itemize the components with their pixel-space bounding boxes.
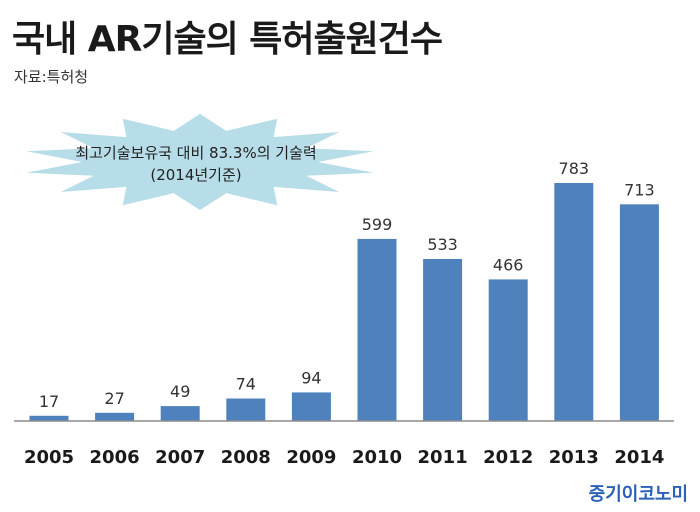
callout-text-line1: 최고기술보유국 대비 83.3%의 기술력 (75, 144, 316, 162)
starburst-callout (26, 113, 374, 211)
bar-2010 (357, 238, 397, 421)
bar-2006 (95, 412, 135, 421)
bar-2013 (554, 183, 594, 421)
bar-2012 (488, 279, 528, 421)
data-label-2012: 466 (493, 255, 524, 274)
data-label-2005: 17 (39, 392, 59, 411)
data-label-2010: 599 (362, 215, 393, 234)
bar-2009 (291, 392, 331, 421)
bar-2005 (29, 415, 69, 421)
data-label-2013: 783 (559, 159, 590, 178)
tick-label-2009: 2009 (286, 447, 336, 468)
bar-series: 17 27 49 74 94 599 533 466 783 713 (29, 159, 659, 421)
chart-title: 국내 AR기술의 특허출원건수 (12, 19, 443, 60)
tick-label-2008: 2008 (221, 447, 271, 468)
x-axis-ticks: 2005 2006 2007 2008 2009 2010 2011 2012 2013 2014 (24, 447, 665, 468)
bar-2007 (160, 406, 200, 421)
data-label-2014: 713 (624, 180, 655, 199)
tick-label-2005: 2005 (24, 447, 74, 468)
tick-label-2013: 2013 (549, 447, 599, 468)
source-note: 자료:특허청 (14, 68, 89, 86)
callout-text-line2: (2014년기준) (150, 166, 241, 184)
data-label-2008: 74 (236, 375, 256, 394)
tick-label-2011: 2011 (418, 447, 468, 468)
publisher-credit: 중기이코노미 (588, 484, 688, 505)
data-label-2007: 49 (170, 382, 190, 401)
tick-label-2014: 2014 (614, 447, 664, 468)
bar-2011 (423, 259, 463, 421)
bar-2008 (226, 398, 266, 421)
tick-label-2010: 2010 (352, 447, 402, 468)
tick-label-2012: 2012 (483, 447, 533, 468)
data-label-2006: 27 (104, 389, 124, 408)
tick-label-2006: 2006 (90, 447, 140, 468)
data-label-2011: 533 (427, 235, 458, 254)
bar-2014 (619, 204, 659, 421)
tick-label-2007: 2007 (155, 447, 205, 468)
data-label-2009: 94 (301, 368, 321, 387)
